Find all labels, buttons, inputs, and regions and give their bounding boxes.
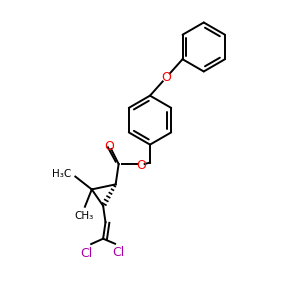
Text: Cl: Cl: [81, 247, 93, 260]
Text: O: O: [161, 71, 171, 84]
Text: H₃C: H₃C: [52, 169, 71, 179]
Text: CH₃: CH₃: [75, 211, 94, 221]
Text: Cl: Cl: [112, 246, 124, 259]
Text: O: O: [136, 159, 146, 172]
Text: O: O: [105, 140, 115, 153]
